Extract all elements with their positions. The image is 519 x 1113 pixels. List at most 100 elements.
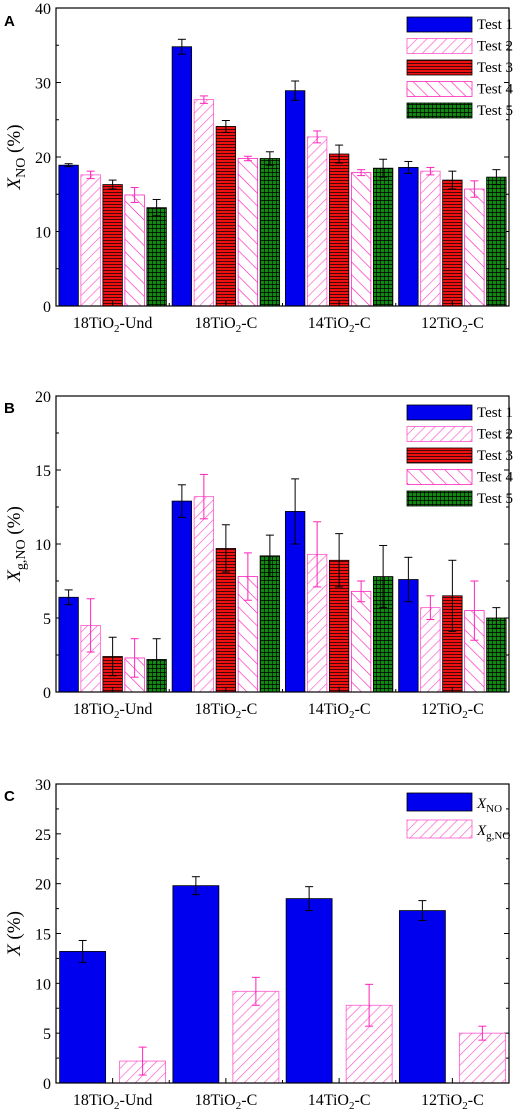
x-tick-label-pre: 18TiO bbox=[195, 701, 236, 718]
y-tick-label: 40 bbox=[35, 1, 51, 18]
x-tick-label-post: -C bbox=[354, 1092, 370, 1109]
x-tick-label: 12TiO2-C bbox=[421, 315, 484, 335]
bar bbox=[193, 99, 215, 307]
y-axis-title-main: X bbox=[4, 177, 25, 191]
y-axis-title: X (%) bbox=[4, 911, 25, 957]
legend-label: Test 5 bbox=[477, 491, 513, 507]
y-axis-title-unit: (%) bbox=[4, 124, 25, 157]
bar bbox=[372, 167, 394, 307]
legend-label: Test 4 bbox=[477, 82, 514, 98]
legend-swatch bbox=[406, 469, 473, 485]
panel-letter: A bbox=[4, 13, 15, 30]
panel-letter: C bbox=[4, 788, 15, 805]
x-tick-label-post: -C bbox=[468, 701, 484, 718]
legend-label: Test 3 bbox=[477, 60, 513, 76]
x-tick-label-sub: 2 bbox=[236, 1100, 242, 1112]
bar bbox=[59, 951, 107, 1084]
bar bbox=[102, 184, 123, 307]
bar bbox=[350, 590, 372, 693]
x-tick-label-sub: 2 bbox=[114, 323, 120, 335]
x-tick-label-sub: 2 bbox=[349, 1100, 355, 1112]
legend-swatch bbox=[406, 102, 473, 119]
x-tick-label-post: -C bbox=[354, 315, 370, 332]
x-tick-label-pre: 18TiO bbox=[73, 315, 114, 332]
bar bbox=[420, 170, 441, 307]
bar bbox=[58, 596, 79, 693]
y-axis-title-sub: NO bbox=[14, 158, 29, 178]
legend-swatch bbox=[406, 490, 473, 507]
plot-frame bbox=[55, 7, 510, 307]
x-tick-label-pre: 12TiO bbox=[421, 315, 462, 332]
y-tick-label: 10 bbox=[35, 225, 51, 242]
y-tick-label: 30 bbox=[35, 76, 51, 93]
legend-label-sub: g,NO bbox=[486, 830, 510, 842]
bar bbox=[284, 90, 306, 307]
x-tick-label-sub: 2 bbox=[462, 1100, 468, 1112]
y-tick-label: 5 bbox=[43, 1026, 51, 1043]
x-tick-label-post: -Und bbox=[120, 315, 153, 332]
legend-label: Test 2 bbox=[477, 39, 513, 55]
legend-label: Xg,NO bbox=[476, 823, 510, 842]
y-axis-title-unit: (%) bbox=[4, 506, 25, 539]
bar bbox=[442, 179, 463, 307]
legend-label: Test 1 bbox=[477, 405, 513, 421]
bar bbox=[420, 607, 441, 693]
y-tick-label: 0 bbox=[43, 1076, 51, 1093]
y-tick-label: 20 bbox=[35, 389, 51, 406]
x-tick-label-post: -C bbox=[241, 1092, 257, 1109]
y-tick-label: 15 bbox=[35, 927, 51, 944]
legend-label: Test 3 bbox=[477, 448, 513, 464]
x-tick-label-sub: 2 bbox=[114, 1100, 120, 1112]
bar bbox=[171, 500, 193, 693]
legend-label-main: X bbox=[476, 823, 487, 839]
x-tick-label-sub: 2 bbox=[462, 709, 468, 721]
y-tick-label: 0 bbox=[43, 299, 51, 316]
legend-swatch bbox=[406, 447, 473, 464]
bar bbox=[172, 885, 220, 1084]
x-tick-label-sub: 2 bbox=[114, 709, 120, 721]
x-tick-label: 12TiO2-C bbox=[421, 1092, 484, 1112]
x-tick-label: 14TiO2-C bbox=[308, 701, 371, 721]
bar bbox=[458, 1032, 506, 1084]
bar bbox=[350, 172, 372, 307]
bar bbox=[285, 898, 333, 1084]
bar bbox=[58, 164, 79, 307]
x-tick-label: 18TiO2-C bbox=[195, 1092, 258, 1112]
legend-swatch bbox=[406, 819, 473, 839]
x-tick-label-post: -Und bbox=[120, 1092, 153, 1109]
x-tick-label: 12TiO2-C bbox=[421, 701, 484, 721]
legend-label: XNO bbox=[476, 796, 502, 815]
x-tick-label-pre: 12TiO bbox=[421, 701, 462, 718]
x-tick-label: 18TiO2-Und bbox=[73, 315, 153, 335]
x-tick-label-sub: 2 bbox=[349, 323, 355, 335]
legend-swatch bbox=[406, 792, 473, 812]
legend-swatch bbox=[406, 404, 473, 421]
y-tick-label: 30 bbox=[35, 777, 51, 794]
plot-frame bbox=[55, 395, 510, 693]
y-tick-label: 0 bbox=[43, 685, 51, 702]
bar bbox=[146, 207, 167, 307]
x-tick-label-pre: 18TiO bbox=[195, 1092, 236, 1109]
bar bbox=[124, 194, 145, 307]
x-tick-label-sub: 2 bbox=[462, 323, 468, 335]
legend-label: Test 1 bbox=[477, 17, 513, 33]
bar bbox=[237, 158, 259, 307]
y-axis-title: XNO (%) bbox=[4, 124, 29, 190]
y-axis-title-main: X bbox=[4, 569, 25, 583]
legend-label: Test 4 bbox=[477, 470, 514, 486]
x-tick-label-pre: 14TiO bbox=[308, 701, 349, 718]
x-tick-label-pre: 18TiO bbox=[73, 701, 114, 718]
x-tick-label-sub: 2 bbox=[349, 709, 355, 721]
bar bbox=[80, 174, 101, 307]
x-tick-label-post: -C bbox=[468, 315, 484, 332]
y-tick-label: 15 bbox=[35, 463, 51, 480]
y-axis-title-sub: g,NO bbox=[14, 539, 29, 570]
x-tick-label-sub: 2 bbox=[236, 323, 242, 335]
bar bbox=[328, 153, 350, 307]
bar bbox=[306, 136, 328, 307]
bar bbox=[398, 167, 419, 307]
y-tick-label: 20 bbox=[35, 150, 51, 167]
